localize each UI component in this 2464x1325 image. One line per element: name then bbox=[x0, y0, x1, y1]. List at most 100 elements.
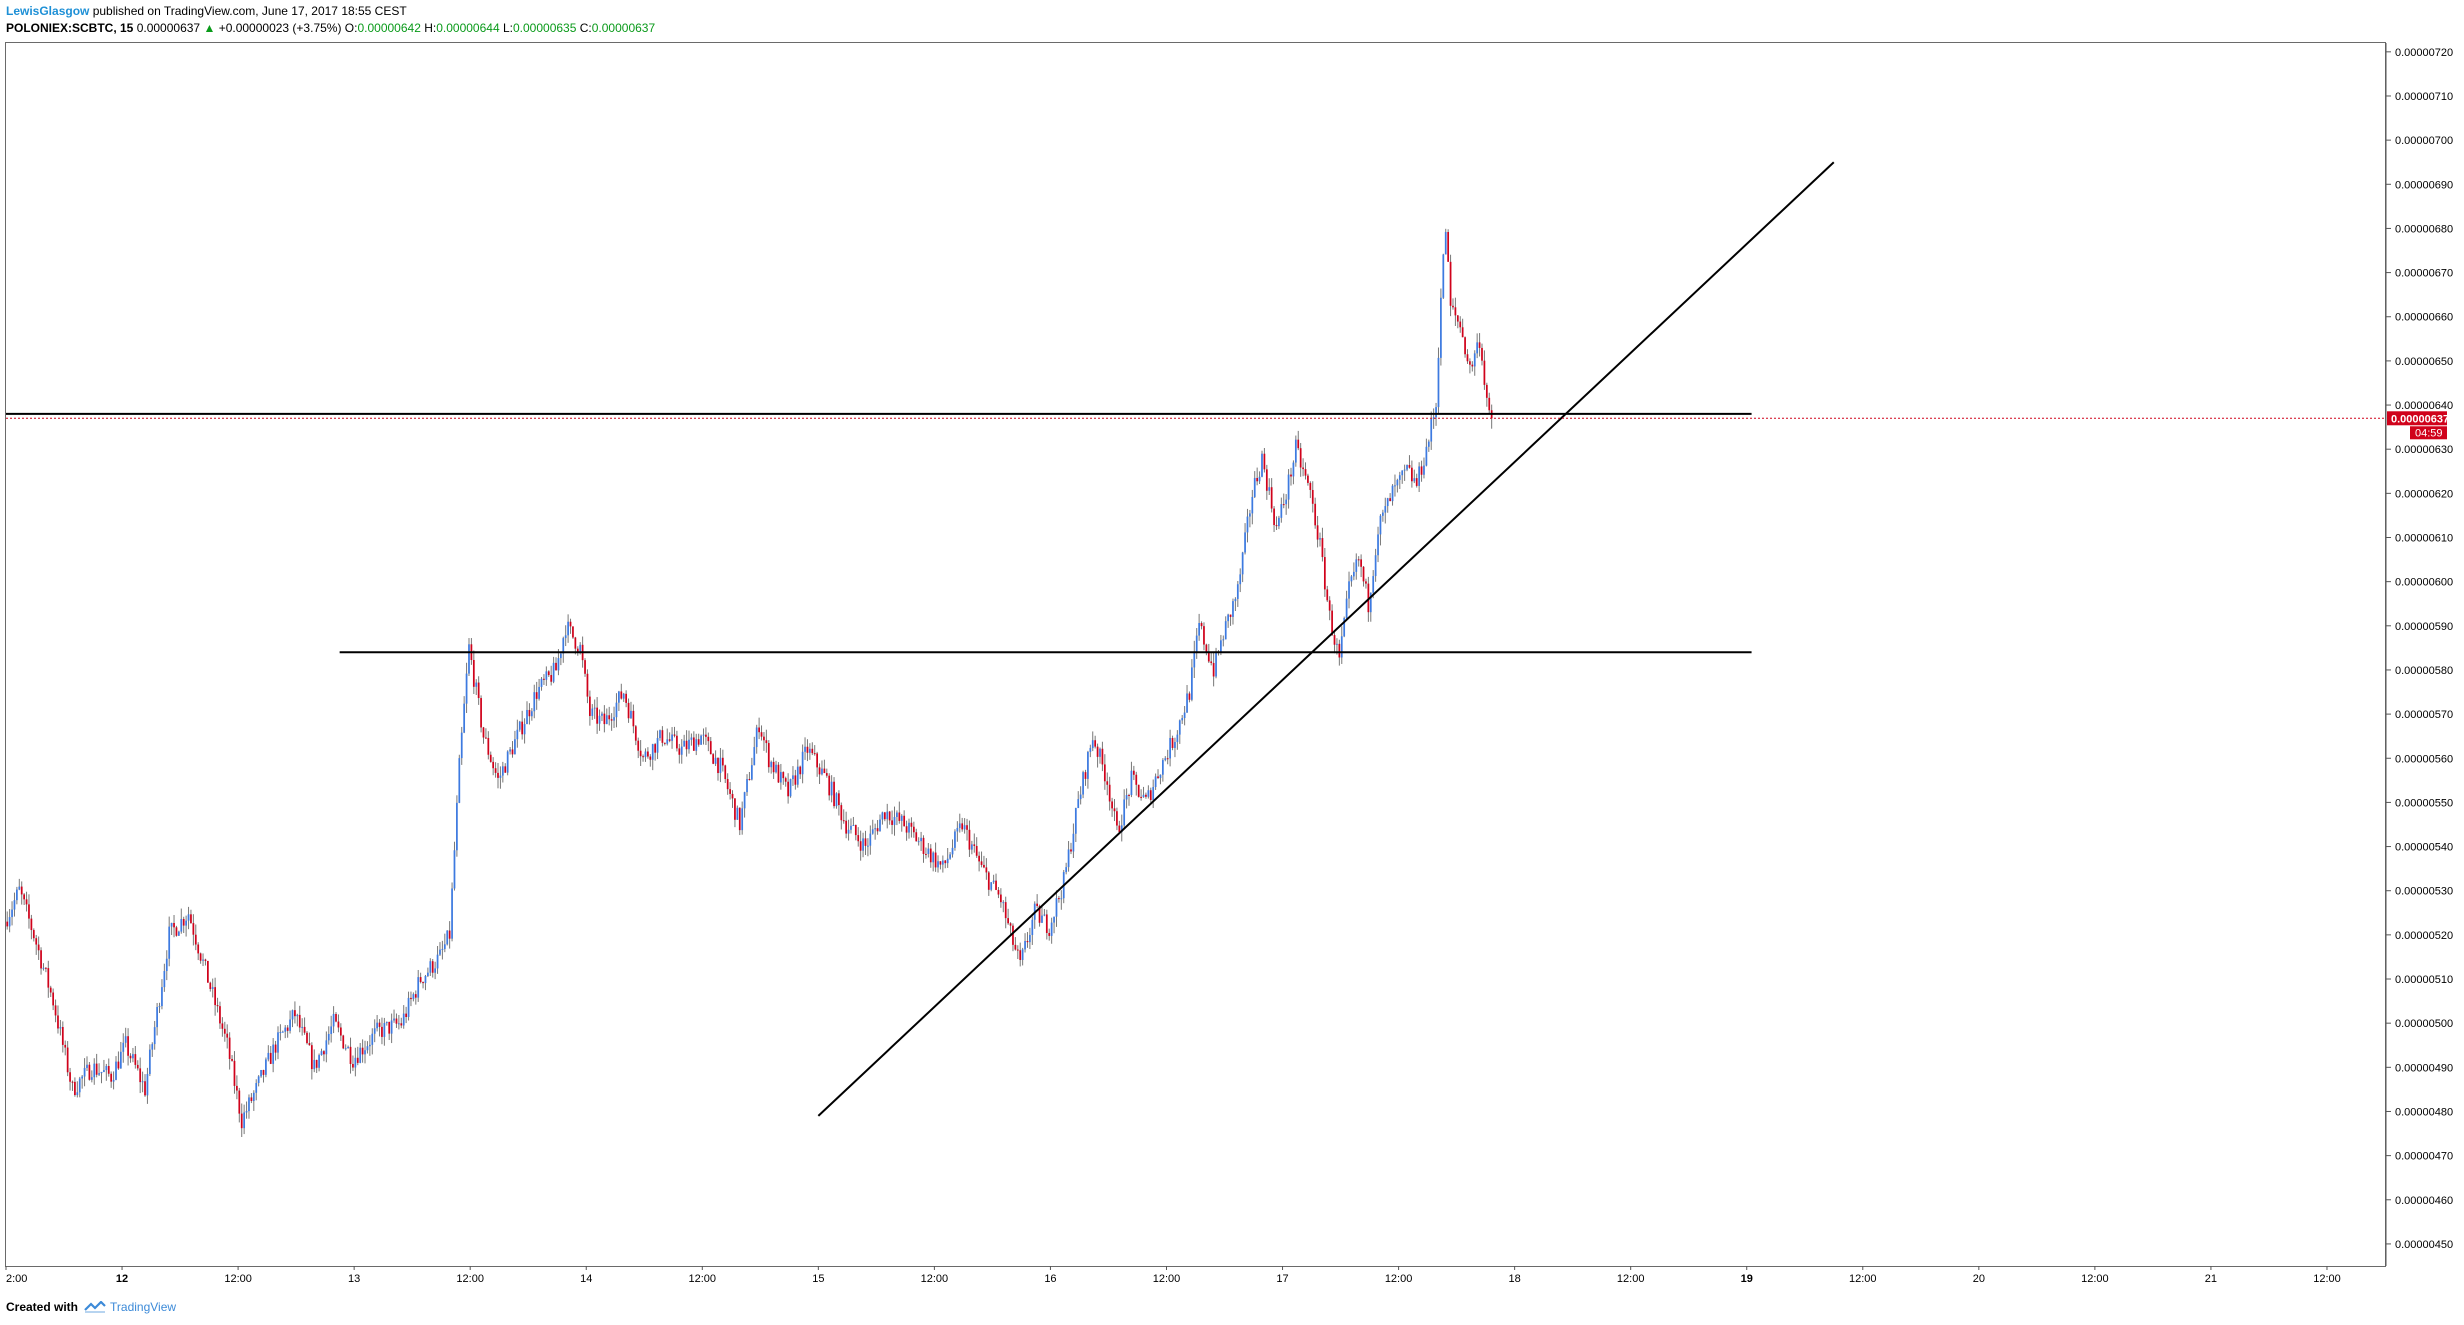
candle-body bbox=[1145, 794, 1147, 797]
candle-body bbox=[605, 715, 608, 725]
candle-body bbox=[40, 950, 42, 969]
candle-body bbox=[799, 766, 802, 775]
candle-body bbox=[1478, 342, 1481, 348]
candle-body bbox=[1374, 555, 1377, 577]
candle-body bbox=[378, 1022, 381, 1027]
candle-body bbox=[298, 1014, 301, 1028]
candle-body bbox=[95, 1063, 98, 1075]
candle-body bbox=[801, 751, 804, 775]
tradingview-brand[interactable]: TradingView bbox=[84, 1300, 176, 1314]
candle-body bbox=[683, 740, 686, 747]
candle-body bbox=[385, 1021, 388, 1024]
candle-body bbox=[20, 886, 23, 895]
candle-body bbox=[963, 825, 966, 830]
author-link[interactable]: LewisGlasgow bbox=[6, 4, 90, 18]
published-text: published on TradingView.com, June 17, 2… bbox=[89, 4, 407, 18]
candle-body bbox=[850, 825, 852, 830]
candle-body bbox=[417, 977, 420, 998]
candle-body bbox=[1007, 918, 1009, 924]
candle-body bbox=[1103, 764, 1106, 782]
candle-body bbox=[260, 1069, 262, 1077]
candle-body bbox=[54, 1005, 57, 1016]
candle-body bbox=[93, 1063, 96, 1078]
candle-body bbox=[8, 917, 11, 927]
candle-body bbox=[209, 982, 212, 990]
candle-body bbox=[615, 702, 618, 718]
candle-body bbox=[1275, 525, 1278, 527]
candle-body bbox=[1142, 794, 1145, 798]
candle-body bbox=[932, 852, 935, 863]
candle-body bbox=[342, 1035, 345, 1049]
candle-body bbox=[990, 882, 993, 890]
candle-body bbox=[1021, 949, 1024, 960]
price-tick-label: 0.00000450 bbox=[2395, 1239, 2453, 1251]
candle-body bbox=[1120, 825, 1123, 833]
candle-body bbox=[678, 748, 681, 755]
candle-body bbox=[1043, 914, 1046, 916]
candle-body bbox=[1106, 781, 1109, 785]
candle-body bbox=[937, 861, 939, 868]
candle-body bbox=[569, 621, 572, 627]
price-tick-label: 0.00000510 bbox=[2395, 974, 2453, 986]
candle-body bbox=[1130, 770, 1133, 796]
candle-body bbox=[1292, 462, 1295, 477]
time-tick-label: 12:00 bbox=[224, 1273, 252, 1285]
candle-body bbox=[88, 1064, 91, 1080]
candle-body bbox=[610, 719, 613, 721]
candle-body bbox=[194, 934, 197, 945]
candle-body bbox=[1137, 784, 1140, 797]
candle-body bbox=[944, 860, 947, 864]
candle-body bbox=[1164, 758, 1167, 761]
tradingview-brand-label: TradingView bbox=[110, 1300, 177, 1314]
candle-body bbox=[359, 1047, 362, 1063]
candle-body bbox=[864, 838, 867, 846]
candle-body bbox=[190, 914, 192, 924]
candle-body bbox=[818, 767, 821, 775]
candle-body bbox=[223, 1028, 226, 1034]
candle-body bbox=[547, 671, 550, 676]
candle-body bbox=[954, 831, 956, 848]
candle-body bbox=[688, 739, 690, 750]
candle-body bbox=[1041, 915, 1043, 923]
candle-body bbox=[310, 1045, 313, 1070]
candle-body bbox=[124, 1036, 127, 1043]
candle-body bbox=[719, 757, 722, 774]
candle-body bbox=[173, 922, 175, 928]
candle-body bbox=[64, 1044, 67, 1048]
candle-body bbox=[709, 741, 712, 755]
candle-body bbox=[103, 1070, 105, 1072]
candle-body bbox=[676, 735, 678, 749]
candle-body bbox=[243, 1112, 246, 1129]
candle-body bbox=[390, 1020, 393, 1034]
candle-body bbox=[910, 822, 913, 827]
candle-body bbox=[221, 1023, 224, 1029]
candle-body bbox=[28, 904, 30, 919]
candle-body bbox=[330, 1026, 333, 1034]
candle-body bbox=[886, 811, 889, 820]
candle-body bbox=[352, 1063, 354, 1068]
candle-body bbox=[1101, 748, 1104, 765]
candle-body bbox=[398, 1023, 400, 1025]
time-tick-label: 14 bbox=[580, 1273, 592, 1285]
candle-body bbox=[1270, 487, 1273, 509]
candle-body bbox=[557, 658, 560, 671]
candle-body bbox=[992, 880, 995, 883]
candle-body bbox=[110, 1073, 113, 1082]
candle-body bbox=[1203, 626, 1205, 645]
candle-body bbox=[368, 1044, 371, 1047]
candle-body bbox=[1200, 623, 1203, 627]
candle-body bbox=[49, 987, 52, 993]
candle-body bbox=[835, 793, 838, 807]
candle-body bbox=[400, 1023, 403, 1026]
candle-body bbox=[995, 880, 997, 890]
candle-body bbox=[523, 724, 526, 735]
candle-body bbox=[1251, 496, 1254, 514]
time-tick-label: 19 bbox=[1741, 1273, 1753, 1285]
candle-body bbox=[98, 1073, 100, 1075]
candle-body bbox=[477, 682, 480, 699]
tradingview-logo-icon bbox=[84, 1301, 106, 1313]
price-tick-label: 0.00000700 bbox=[2395, 135, 2453, 147]
candle-body bbox=[272, 1044, 275, 1064]
candle-body bbox=[337, 1021, 340, 1028]
